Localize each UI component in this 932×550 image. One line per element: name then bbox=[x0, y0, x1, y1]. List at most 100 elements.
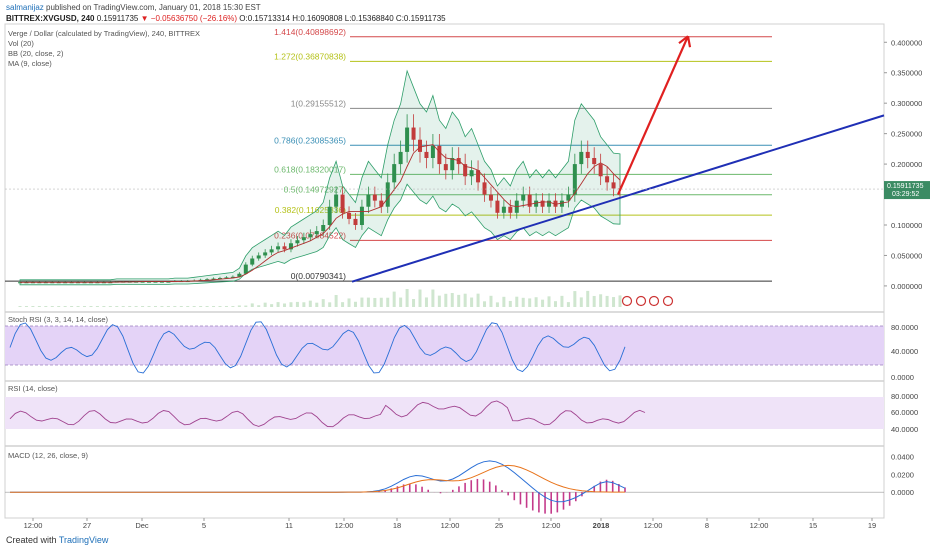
candle-body bbox=[379, 200, 384, 207]
candle-body bbox=[547, 200, 552, 207]
volume-bar bbox=[528, 298, 532, 307]
volume-bar bbox=[231, 306, 235, 307]
macd-tick-label: 0.0000 bbox=[891, 488, 914, 497]
ohlc-line: BITTREX:XVGUSD, 240 0.15911735 ▼ −0.0563… bbox=[6, 13, 446, 25]
candle-body bbox=[572, 164, 577, 195]
volume-bar bbox=[31, 306, 35, 307]
current-price-value: 0.15911735 bbox=[887, 183, 924, 190]
close-value: C:0.15911735 bbox=[395, 14, 446, 23]
candle-body bbox=[443, 164, 448, 171]
candle-body bbox=[372, 194, 377, 201]
volume-bar bbox=[270, 304, 274, 307]
candle-body bbox=[50, 282, 55, 284]
candle-body bbox=[288, 243, 293, 250]
candle-body bbox=[88, 282, 93, 284]
candle-body bbox=[611, 182, 616, 189]
candle-body bbox=[295, 240, 300, 244]
fib-level-label: 0.618(0.18320017) bbox=[274, 164, 346, 174]
price-tick-label: 0.000000 bbox=[891, 282, 922, 291]
candle-body bbox=[353, 218, 358, 225]
volume-bar bbox=[463, 293, 467, 307]
time-tick-label: 12:00 bbox=[750, 521, 769, 530]
candle-body bbox=[437, 145, 442, 165]
stoch-tick-label: 40.0000 bbox=[891, 347, 918, 356]
candle-body bbox=[534, 200, 539, 207]
candle-body bbox=[559, 200, 564, 207]
volume-bar bbox=[437, 295, 441, 307]
volume-bar bbox=[283, 303, 287, 307]
volume-bar bbox=[573, 291, 577, 307]
volume-bar bbox=[618, 295, 622, 307]
candle-body bbox=[598, 164, 603, 177]
candle-body bbox=[276, 246, 281, 250]
candle-body bbox=[263, 252, 268, 256]
volume-bar bbox=[289, 302, 293, 307]
volume-bar bbox=[147, 306, 151, 307]
candle-body bbox=[488, 194, 493, 201]
volume-bar bbox=[560, 295, 564, 307]
volume-bar bbox=[115, 306, 119, 307]
volume-bar bbox=[341, 302, 345, 307]
volume-bar bbox=[18, 306, 22, 307]
volume-bar bbox=[199, 306, 203, 307]
volume-bar bbox=[44, 306, 48, 307]
candle-body bbox=[398, 151, 403, 165]
candle-body bbox=[508, 206, 513, 213]
volume-bar bbox=[24, 306, 28, 307]
volume-bar bbox=[121, 306, 125, 307]
volume-bar bbox=[102, 306, 106, 307]
down-arrow-icon: ▼ bbox=[140, 14, 149, 23]
volume-bar bbox=[444, 293, 448, 307]
volume-bar bbox=[173, 306, 177, 307]
volume-bar bbox=[76, 306, 80, 307]
volume-bar bbox=[521, 297, 525, 307]
volume-bar bbox=[302, 302, 306, 307]
candle-body bbox=[385, 182, 390, 207]
volume-bar bbox=[424, 297, 428, 307]
volume-bar bbox=[70, 306, 74, 307]
volume-bar bbox=[205, 306, 209, 307]
candle-body bbox=[411, 127, 416, 140]
tradingview-logo[interactable]: TradingView bbox=[58, 535, 109, 545]
macd-title: MACD (12, 26, close, 9) bbox=[8, 451, 89, 460]
volume-bar bbox=[541, 299, 545, 307]
candle-body bbox=[501, 206, 506, 213]
volume-bar bbox=[534, 297, 538, 307]
candle-body bbox=[592, 158, 597, 165]
candle-body bbox=[166, 281, 171, 283]
volume-bar bbox=[166, 306, 170, 307]
candle-body bbox=[527, 194, 532, 207]
stoch-tick-label: 80.0000 bbox=[891, 323, 918, 332]
volume-bar bbox=[502, 296, 506, 307]
volume-bar bbox=[457, 294, 461, 307]
candle-body bbox=[63, 282, 68, 284]
macd-tick-label: 0.0400 bbox=[891, 452, 914, 461]
candle-body bbox=[30, 282, 35, 284]
volume-bar bbox=[308, 300, 312, 307]
candle-body bbox=[153, 281, 158, 283]
fib-level-label: 0.786(0.23085365) bbox=[274, 135, 346, 145]
symbol-label: BITTREX:XVGUSD, 240 bbox=[6, 14, 95, 23]
candle-body bbox=[430, 145, 435, 158]
legend-bb: BB (20, close, 2) bbox=[8, 49, 64, 58]
volume-bar bbox=[605, 295, 609, 307]
fib-level-label: 0(0.00790341) bbox=[291, 271, 346, 281]
candle-body bbox=[418, 139, 422, 152]
candle-body bbox=[321, 225, 326, 232]
volume-bar bbox=[592, 295, 596, 307]
projection-arrow-shaft bbox=[616, 35, 690, 195]
author-link[interactable]: salmanijaz bbox=[6, 3, 44, 12]
candle-body bbox=[24, 282, 29, 284]
candle-body bbox=[585, 151, 590, 158]
open-value: O:0.15713314 bbox=[239, 14, 291, 23]
candle-body bbox=[469, 170, 474, 177]
volume-bar bbox=[328, 302, 332, 307]
volume-bar bbox=[353, 301, 357, 307]
time-tick-label: 27 bbox=[83, 521, 91, 530]
candle-body bbox=[327, 206, 332, 225]
chart-title: Verge / Dollar (calculated by TradingVie… bbox=[8, 29, 201, 38]
volume-bar bbox=[379, 297, 383, 307]
candle-body bbox=[250, 258, 255, 265]
projection-arrow-head bbox=[678, 35, 692, 48]
